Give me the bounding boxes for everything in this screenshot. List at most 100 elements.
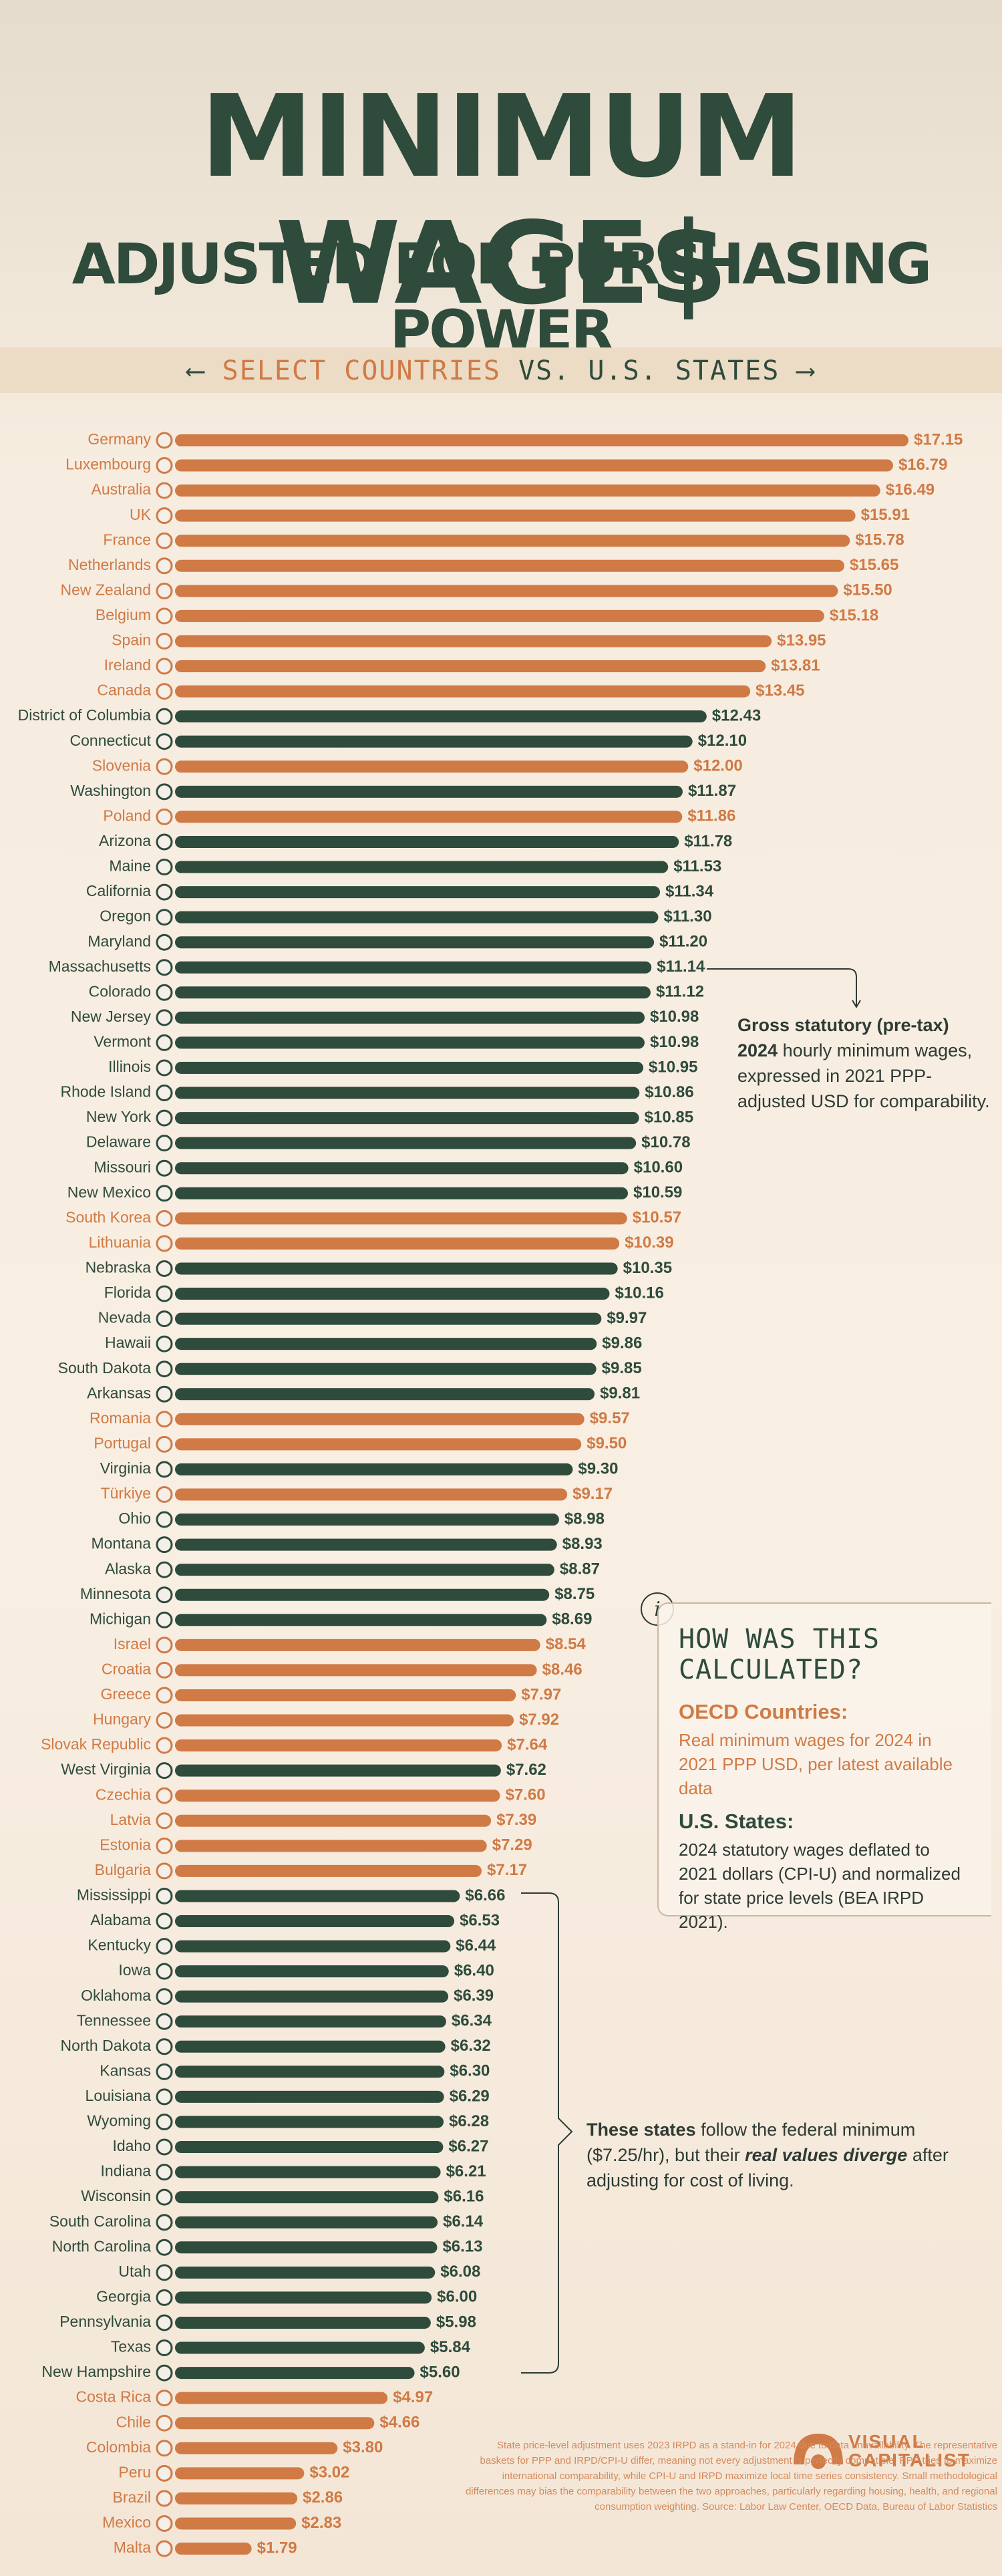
category-label: New Hampshire	[41, 2363, 151, 2380]
value-label: $8.69	[552, 1610, 592, 1628]
logo: VISUAL CAPITALIST	[848, 2432, 971, 2470]
bar	[175, 1061, 644, 1074]
value-label: $13.95	[777, 631, 826, 650]
bar	[175, 936, 655, 949]
value-label: $15.65	[850, 556, 898, 574]
flag	[156, 507, 173, 525]
category-label: Poland	[103, 807, 151, 824]
category-label: Florida	[104, 1284, 152, 1301]
flag	[156, 2088, 173, 2106]
category-label: Peru	[118, 2463, 151, 2480]
flag	[156, 1712, 173, 1729]
flag	[156, 1260, 173, 1277]
value-label: $11.86	[687, 807, 735, 825]
bar	[175, 1864, 482, 1877]
flag	[156, 432, 173, 449]
flag	[156, 1435, 173, 1453]
category-label: Canada	[97, 682, 151, 699]
value-label: $16.79	[898, 456, 947, 474]
category-label: California	[86, 882, 151, 899]
flag	[156, 683, 173, 700]
flag	[156, 2188, 173, 2206]
flag	[156, 2138, 173, 2156]
flag	[156, 1611, 173, 1628]
flag	[156, 1385, 173, 1403]
bar	[175, 1614, 547, 1626]
bar	[175, 2266, 436, 2279]
bar	[175, 2291, 432, 2304]
flag	[156, 1461, 173, 1478]
bar	[175, 1112, 639, 1125]
bar	[175, 760, 689, 773]
flag	[156, 1561, 173, 1578]
value-label: $8.87	[560, 1560, 600, 1578]
category-label: New York	[86, 1108, 152, 1125]
bar	[175, 2392, 388, 2404]
category-label: Illinois	[108, 1058, 151, 1075]
bar	[175, 2116, 444, 2128]
bar	[175, 2492, 298, 2505]
value-label: $9.81	[600, 1385, 640, 1403]
bar	[175, 1940, 451, 1953]
bar	[175, 1312, 602, 1325]
legend-band	[0, 347, 1002, 393]
flag	[156, 2440, 173, 2457]
category-label: Portugal	[94, 1434, 151, 1451]
bar	[175, 1514, 559, 1526]
flag	[156, 532, 173, 549]
bar	[175, 1087, 640, 1099]
bar	[175, 1363, 597, 1375]
value-label: $6.53	[460, 1911, 500, 1929]
value-label: $11.34	[665, 882, 714, 900]
flag	[156, 1837, 173, 1854]
value-label: $6.34	[452, 2012, 492, 2030]
category-label: Australia	[92, 480, 152, 498]
flag	[156, 1636, 173, 1654]
category-label: New Jersey	[71, 1008, 152, 1025]
category-label: Montana	[91, 1535, 151, 1552]
category-label: Israel	[114, 1635, 151, 1653]
category-label: Maine	[109, 857, 151, 875]
value-label: $10.57	[633, 1209, 681, 1227]
category-label: South Carolina	[49, 2212, 151, 2230]
flag	[156, 1009, 173, 1026]
flag	[156, 1586, 173, 1604]
flag	[156, 1887, 173, 1904]
value-label: $12.10	[698, 732, 747, 750]
category-label: Mexico	[102, 2514, 151, 2531]
value-label: $6.08	[440, 2263, 480, 2281]
info-text: Real minimum wages for 2024 in 2021 PPP …	[679, 1730, 953, 1798]
bar	[175, 509, 856, 522]
category-label: Lithuania	[89, 1234, 152, 1251]
bar	[175, 1488, 568, 1501]
flag	[156, 1762, 173, 1779]
category-label: Wisconsin	[81, 2187, 151, 2204]
value-label: $5.84	[430, 2338, 471, 2356]
value-label: $15.78	[855, 531, 904, 549]
value-label: $7.29	[492, 1836, 532, 1854]
category-label: Maryland	[88, 932, 151, 950]
flag	[156, 2390, 173, 2407]
category-label: District of Columbia	[18, 706, 152, 724]
connector-arrow	[852, 1000, 861, 1008]
flag	[156, 2289, 173, 2306]
value-label: $5.60	[420, 2363, 460, 2381]
category-label: Utah	[118, 2263, 151, 2280]
connector	[707, 968, 857, 1006]
value-label: $9.57	[590, 1409, 630, 1427]
bar	[175, 484, 880, 497]
category-label: Romania	[90, 1409, 151, 1427]
category-label: Georgia	[96, 2287, 151, 2305]
bar	[175, 2417, 375, 2430]
value-label: $6.16	[444, 2188, 484, 2206]
logo-text: VISUAL	[848, 2431, 925, 2452]
flag	[156, 1310, 173, 1328]
value-label: $9.30	[578, 1459, 618, 1477]
value-label: $10.95	[649, 1058, 697, 1076]
value-label: $15.18	[830, 606, 878, 624]
bar	[175, 735, 693, 748]
flag	[156, 1209, 173, 1227]
value-label: $3.80	[343, 2438, 383, 2456]
value-label: $6.30	[450, 2062, 490, 2080]
